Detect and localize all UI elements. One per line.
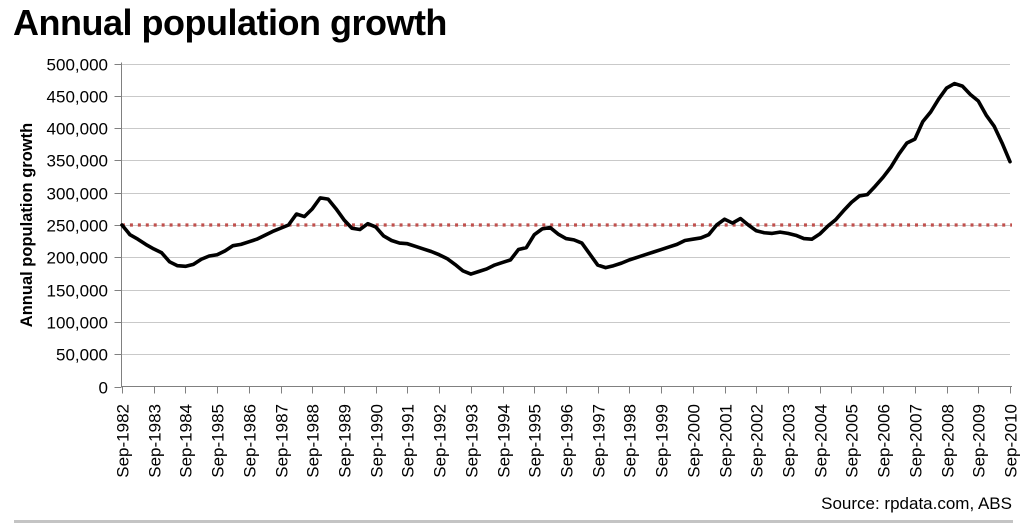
- y-tick-label: 0: [99, 379, 108, 398]
- chart-title: Annual population growth: [13, 2, 447, 43]
- x-tick-label: Sep-2009: [970, 404, 989, 478]
- x-tick-label: Sep-2002: [748, 404, 767, 478]
- x-tick-label: Sep-1993: [463, 404, 482, 478]
- x-tick-label: Sep-1996: [558, 404, 577, 478]
- x-tick-label: Sep-1985: [209, 404, 228, 478]
- y-tick-label: 150,000: [47, 282, 108, 301]
- x-tick-label: Sep-2005: [843, 404, 862, 478]
- x-tick-label: Sep-1998: [621, 404, 640, 478]
- y-tick-label: 300,000: [47, 185, 108, 204]
- x-tick-label: Sep-1997: [590, 404, 609, 478]
- x-tick-label: Sep-2007: [907, 404, 926, 478]
- x-tick-label: Sep-2006: [875, 404, 894, 478]
- x-tick-label: Sep-2010: [1002, 404, 1021, 478]
- data-series: [120, 81, 1012, 276]
- x-tick-label: Sep-1989: [336, 404, 355, 478]
- x-tick-label: Sep-1982: [114, 404, 133, 478]
- y-tick-label: 400,000: [47, 120, 108, 139]
- x-tick-label: Sep-1995: [526, 404, 545, 478]
- y-tick-label: 200,000: [47, 249, 108, 268]
- x-tick-label: Sep-1999: [653, 404, 672, 478]
- x-tick-label: Sep-1986: [241, 404, 260, 478]
- y-axis-title: Annual population growth: [18, 123, 36, 327]
- bottom-divider: [14, 520, 1013, 523]
- axes: [114, 62, 1012, 394]
- gridlines: [121, 64, 1010, 355]
- x-tick-label: Sep-2001: [717, 404, 736, 478]
- y-tick-label: 50,000: [56, 346, 108, 365]
- x-tick-label: Sep-1984: [177, 404, 196, 478]
- y-tick-label: 100,000: [47, 314, 108, 333]
- x-tick-label: Sep-1994: [495, 404, 514, 478]
- x-tick-label: Sep-1983: [146, 404, 165, 478]
- x-tick-label: Sep-1987: [273, 404, 292, 478]
- y-tick-label: 250,000: [47, 217, 108, 236]
- x-tick-label: Sep-2000: [685, 404, 704, 478]
- y-tick-label: 500,000: [47, 56, 108, 75]
- x-tick-label: Sep-1990: [368, 404, 387, 478]
- y-tick-label: 450,000: [47, 88, 108, 107]
- y-axis-title-text: Annual population growth: [18, 123, 36, 327]
- x-tick-label: Sep-1992: [431, 404, 450, 478]
- y-tick-label: 350,000: [47, 152, 108, 171]
- x-tick-label: Sep-2003: [780, 404, 799, 478]
- series-line-population-growth: [120, 81, 1012, 276]
- x-tick-label: Sep-2008: [939, 404, 958, 478]
- source-note: Source: rpdata.com, ABS: [821, 494, 1012, 513]
- x-tick-label: Sep-1991: [399, 404, 418, 478]
- y-tick-labels: 0 50,000 100,000 150,000 200,000 250,000 300,0…: [47, 56, 108, 398]
- x-tick-label: Sep-2004: [812, 404, 831, 478]
- x-tick-labels: Sep-1982 Sep-1983 Sep-1984 Sep-1985 Sep-1986…: [114, 404, 1021, 478]
- x-tick-label: Sep-1988: [304, 404, 323, 478]
